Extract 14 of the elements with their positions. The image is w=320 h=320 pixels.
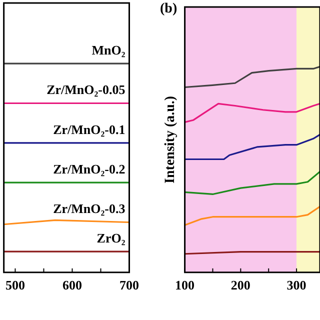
series-label: ZrO₂ (96, 230, 126, 246)
y-axis-title: Intensity (a.u.) (163, 96, 178, 184)
x-tick-label: 100 (175, 278, 195, 293)
x-tick-label: 500 (5, 278, 25, 293)
x-tick-label: 200 (230, 278, 250, 293)
series-label: Zr/MnO₂-0.2 (53, 161, 126, 176)
series-label: Zr/MnO₂-0.05 (46, 82, 126, 98)
series-label: Zr/MnO₂-0.1 (53, 122, 126, 137)
x-tick-label: 700 (120, 278, 139, 293)
series-label: MnO₂ (92, 42, 126, 58)
x-tick-label: 300 (286, 278, 306, 293)
chart-title: (b) (160, 2, 178, 17)
x-tick-label: 600 (62, 278, 82, 293)
series-label: Zr/MnO₂-0.3 (53, 201, 126, 216)
